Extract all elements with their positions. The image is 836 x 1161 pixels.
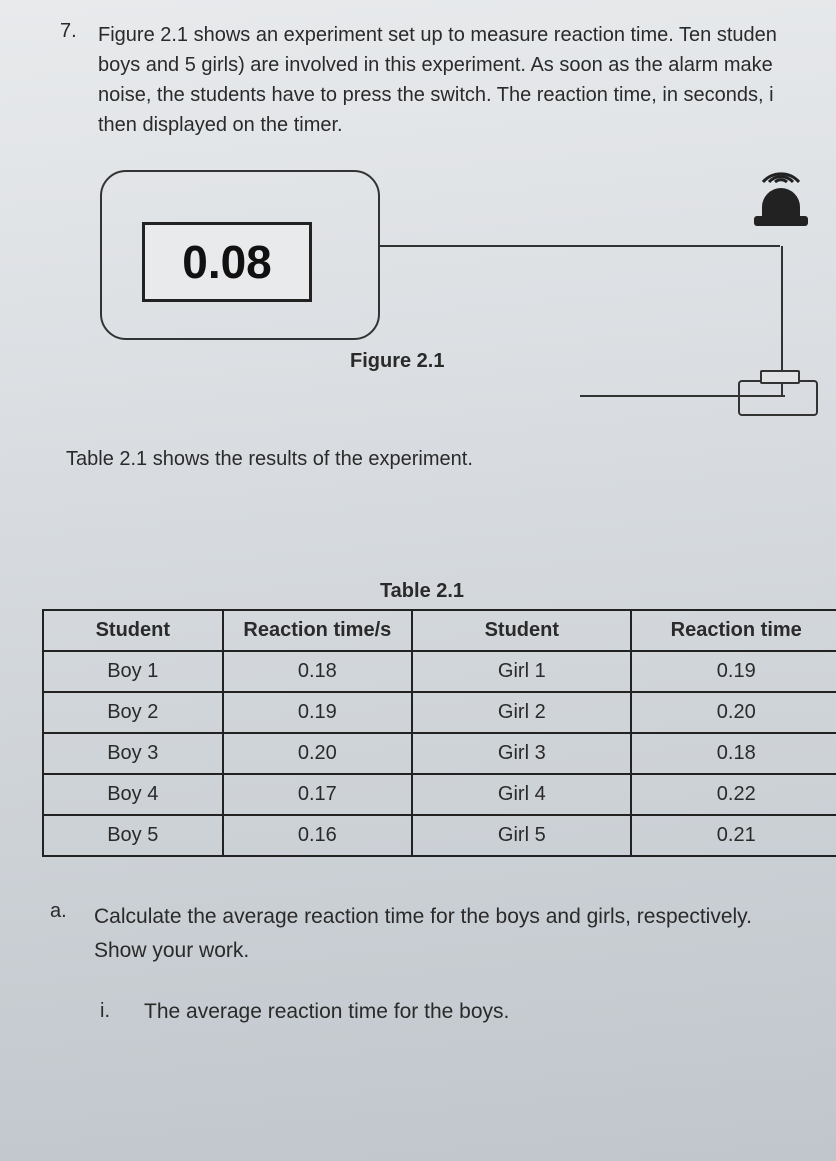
question-text: Figure 2.1 shows an experiment set up to… [98,20,777,140]
question-block: 7. Figure 2.1 shows an experiment set up… [60,20,836,140]
cell: 0.17 [223,774,413,815]
wire-timer-to-alarm [380,240,800,252]
part-a: a. Calculate the average reaction time f… [50,900,816,967]
alarm-icon [746,160,816,240]
th-time-b: Reaction time [631,610,836,651]
table-header-row: Student Reaction time/s Student Reaction… [43,610,836,651]
cell: 0.18 [631,733,836,774]
cell: 0.19 [223,692,413,733]
switch-icon [738,380,818,416]
switch-button-icon [760,370,800,384]
part-i: i. The average reaction time for the boy… [100,1000,509,1024]
cell: Girl 4 [412,774,631,815]
th-student-b: Student [412,610,631,651]
cell: 0.21 [631,815,836,856]
cell: Boy 5 [43,815,223,856]
cell: 0.19 [631,651,836,692]
part-i-label: i. [100,1000,120,1024]
alarm-base-icon [754,216,808,226]
cell: 0.22 [631,774,836,815]
cell: Boy 1 [43,651,223,692]
cell: Girl 2 [412,692,631,733]
table-row: Boy 5 0.16 Girl 5 0.21 [43,815,836,856]
results-table: Student Reaction time/s Student Reaction… [42,609,836,857]
table-title: Table 2.1 [42,580,802,603]
question-line1: Figure 2.1 shows an experiment set up to… [98,24,777,46]
cell: Boy 4 [43,774,223,815]
table-wrap: Table 2.1 Student Reaction time/s Studen… [42,580,836,857]
question-line4: then displayed on the timer. [98,114,343,136]
question-line3: noise, the students have to press the sw… [98,84,774,106]
cell: Boy 3 [43,733,223,774]
timer-display: 0.08 [142,222,312,302]
alarm-waves-icon [751,148,811,188]
question-number: 7. [60,20,84,43]
part-a-line1: Calculate the average reaction time for … [94,905,752,928]
cell: 0.20 [223,733,413,774]
cell: 0.16 [223,815,413,856]
table-row: Boy 1 0.18 Girl 1 0.19 [43,651,836,692]
table-row: Boy 4 0.17 Girl 4 0.22 [43,774,836,815]
cell: Girl 1 [412,651,631,692]
part-a-label: a. [50,900,76,967]
cell: Boy 2 [43,692,223,733]
table-intro-text: Table 2.1 shows the results of the exper… [66,448,473,471]
th-student-a: Student [43,610,223,651]
table-row: Boy 2 0.19 Girl 2 0.20 [43,692,836,733]
cell: Girl 3 [412,733,631,774]
th-time-a: Reaction time/s [223,610,413,651]
timer-box: 0.08 [100,170,380,340]
part-a-line2: Show your work. [94,939,249,962]
table-row: Boy 3 0.20 Girl 3 0.18 [43,733,836,774]
cell: 0.18 [223,651,413,692]
cell: 0.20 [631,692,836,733]
part-a-text: Calculate the average reaction time for … [94,900,752,967]
figure-label: Figure 2.1 [350,350,444,373]
cell: Girl 5 [412,815,631,856]
question-line2: boys and 5 girls) are involved in this e… [98,54,773,76]
figure-diagram: 0.08 Figure 2.1 [90,160,836,450]
part-i-text: The average reaction time for the boys. [144,1000,509,1024]
